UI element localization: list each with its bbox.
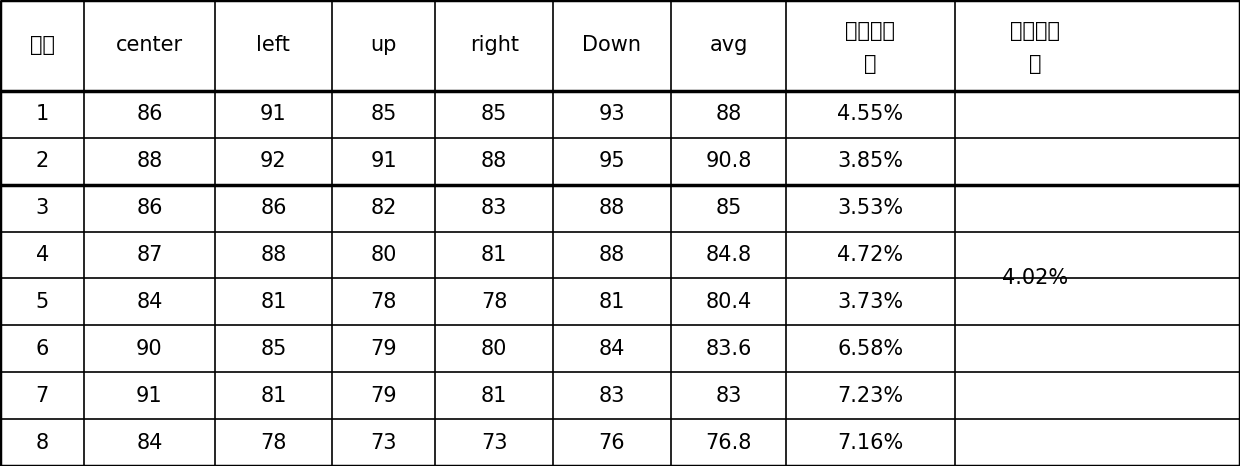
Text: 3.85%: 3.85%: [837, 151, 904, 171]
Text: 92: 92: [260, 151, 286, 171]
Text: 86: 86: [136, 198, 162, 218]
Text: 81: 81: [260, 386, 286, 406]
Text: 80.4: 80.4: [706, 292, 751, 312]
Text: 76.8: 76.8: [706, 432, 751, 452]
Text: 84.8: 84.8: [706, 245, 751, 265]
Text: 85: 85: [715, 198, 742, 218]
Text: 80: 80: [481, 339, 507, 359]
Text: 83: 83: [715, 386, 742, 406]
Text: left: left: [257, 35, 290, 55]
Text: 91: 91: [371, 151, 397, 171]
Text: 82: 82: [371, 198, 397, 218]
Text: 90.8: 90.8: [706, 151, 751, 171]
Text: 84: 84: [136, 292, 162, 312]
Text: 85: 85: [481, 104, 507, 124]
Text: center: center: [115, 35, 184, 55]
Text: 79: 79: [371, 339, 397, 359]
Text: 73: 73: [371, 432, 397, 452]
Text: 3.53%: 3.53%: [837, 198, 904, 218]
Text: 5: 5: [36, 292, 48, 312]
Text: up: up: [371, 35, 397, 55]
Text: 7.16%: 7.16%: [837, 432, 904, 452]
Text: 6.58%: 6.58%: [837, 339, 904, 359]
Text: 90: 90: [136, 339, 162, 359]
Text: 88: 88: [715, 104, 742, 124]
Text: 78: 78: [371, 292, 397, 312]
Text: 84: 84: [136, 432, 162, 452]
Text: 93: 93: [599, 104, 625, 124]
Text: 76: 76: [599, 432, 625, 452]
Text: avg: avg: [709, 35, 748, 55]
Text: 2: 2: [36, 151, 48, 171]
Text: 83.6: 83.6: [706, 339, 751, 359]
Text: 81: 81: [599, 292, 625, 312]
Text: 4.72%: 4.72%: [837, 245, 904, 265]
Text: Down: Down: [583, 35, 641, 55]
Text: 88: 88: [599, 245, 625, 265]
Text: 81: 81: [260, 292, 286, 312]
Text: 7: 7: [36, 386, 48, 406]
Text: 温区: 温区: [30, 35, 55, 55]
Text: 79: 79: [371, 386, 397, 406]
Text: 88: 88: [481, 151, 507, 171]
Text: 80: 80: [371, 245, 397, 265]
Text: 81: 81: [481, 386, 507, 406]
Text: 86: 86: [136, 104, 162, 124]
Text: 性: 性: [864, 54, 877, 74]
Text: 73: 73: [481, 432, 507, 452]
Text: 87: 87: [136, 245, 162, 265]
Text: 3.73%: 3.73%: [837, 292, 904, 312]
Text: 6: 6: [36, 339, 48, 359]
Text: 81: 81: [481, 245, 507, 265]
Text: 8: 8: [36, 432, 48, 452]
Text: 3: 3: [36, 198, 48, 218]
Text: 片间均匀: 片间均匀: [1011, 21, 1060, 41]
Text: 性: 性: [1029, 54, 1042, 74]
Text: 88: 88: [136, 151, 162, 171]
Text: 85: 85: [260, 339, 286, 359]
Text: 片内均匀: 片内均匀: [846, 21, 895, 41]
Text: 78: 78: [260, 432, 286, 452]
Text: 84: 84: [599, 339, 625, 359]
Text: right: right: [470, 35, 518, 55]
Text: 86: 86: [260, 198, 286, 218]
Text: 7.23%: 7.23%: [837, 386, 904, 406]
Text: 83: 83: [481, 198, 507, 218]
Text: 4.55%: 4.55%: [837, 104, 904, 124]
Text: 1: 1: [36, 104, 48, 124]
Text: 4.02%: 4.02%: [1002, 268, 1069, 288]
Text: 4: 4: [36, 245, 48, 265]
Text: 91: 91: [260, 104, 286, 124]
Text: 95: 95: [599, 151, 625, 171]
Text: 88: 88: [260, 245, 286, 265]
Text: 83: 83: [599, 386, 625, 406]
Text: 78: 78: [481, 292, 507, 312]
Text: 91: 91: [136, 386, 162, 406]
Text: 88: 88: [599, 198, 625, 218]
Text: 85: 85: [371, 104, 397, 124]
